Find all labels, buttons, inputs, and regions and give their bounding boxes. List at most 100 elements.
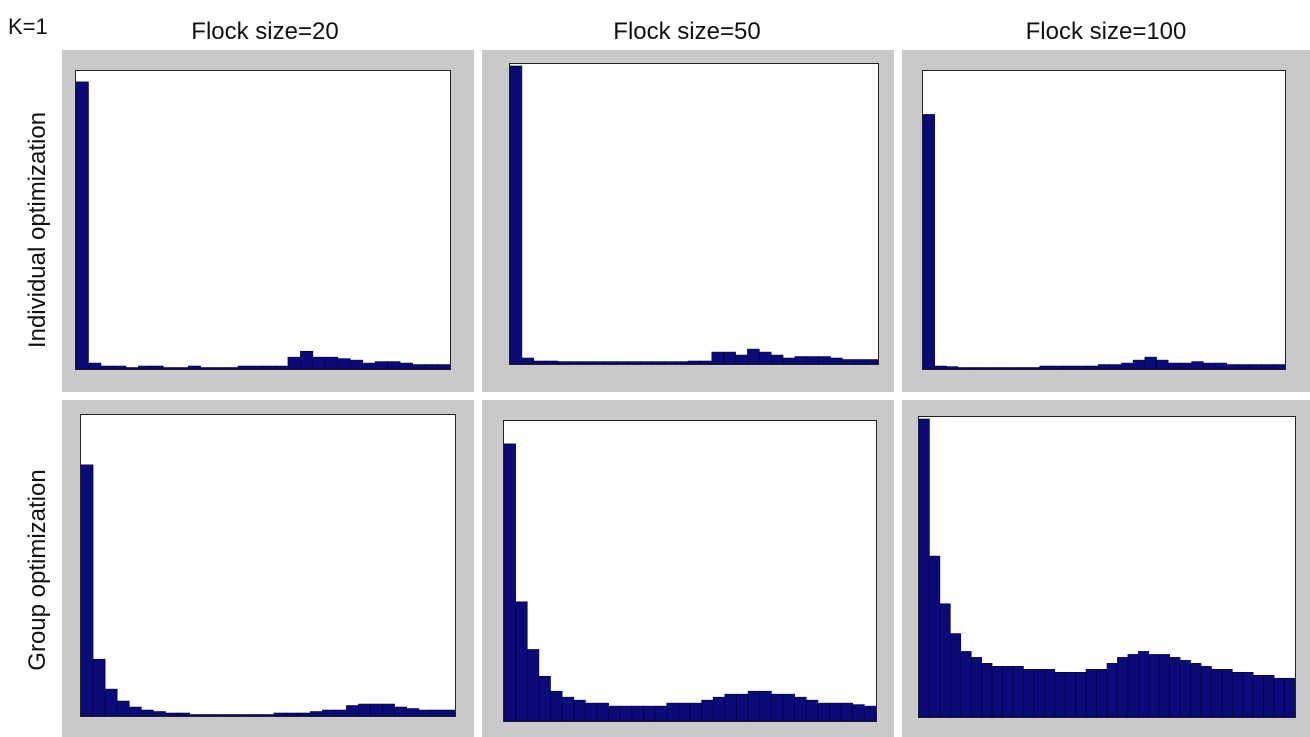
histogram-bar <box>759 352 771 364</box>
histogram-bar <box>1191 663 1201 717</box>
histogram-bar <box>551 691 563 721</box>
histogram-bar <box>644 706 656 721</box>
histogram-bar <box>1227 365 1239 369</box>
histogram-individual-flock-100 <box>923 71 1285 369</box>
histogram-bar <box>574 700 586 721</box>
histogram-bar <box>1044 669 1054 717</box>
plot-group-flock-100 <box>918 416 1296 718</box>
histogram-bar <box>853 705 865 721</box>
histogram-bar <box>919 419 929 717</box>
histogram-bar <box>581 362 593 364</box>
histogram-bar <box>866 360 878 364</box>
histogram-bar <box>1262 365 1274 369</box>
histogram-bar <box>263 366 275 369</box>
histogram-bar <box>81 465 93 716</box>
histogram-bar <box>201 368 213 369</box>
histogram-bar <box>226 715 238 716</box>
histogram-bar <box>678 703 690 721</box>
histogram-bar <box>1128 654 1138 717</box>
histogram-bar <box>105 689 117 716</box>
histogram-bar <box>1192 362 1204 369</box>
histogram-bar <box>238 366 250 369</box>
histogram-bar <box>664 362 676 364</box>
histogram-bar <box>842 360 854 364</box>
histogram-bar <box>1086 366 1098 369</box>
histogram-bar <box>350 360 362 369</box>
histogram-bar <box>783 358 795 364</box>
histogram-bar <box>795 357 807 364</box>
histogram-bar <box>250 715 262 716</box>
histogram-bar <box>371 704 383 716</box>
plot-individual-flock-50 <box>509 63 879 365</box>
histogram-bar <box>413 365 425 369</box>
histogram-bar <box>1110 365 1122 369</box>
histogram-bar <box>141 710 153 716</box>
histogram-bar <box>593 362 605 364</box>
histogram-bar <box>213 368 225 369</box>
histogram-bar <box>981 368 993 369</box>
histogram-bar <box>667 703 679 721</box>
histogram-bar <box>188 366 200 369</box>
histogram-bar <box>1133 360 1145 369</box>
histogram-bar <box>1040 366 1052 369</box>
histogram-bar <box>1149 654 1159 717</box>
histogram-bar <box>425 365 437 369</box>
histogram-bar <box>325 357 337 369</box>
histogram-bar <box>970 368 982 369</box>
histogram-bar <box>1243 672 1253 717</box>
histogram-bar <box>929 556 939 717</box>
histogram-bar <box>690 703 702 721</box>
histogram-bar <box>771 355 783 364</box>
histogram-bar <box>1159 654 1169 717</box>
plot-individual-flock-20 <box>75 70 451 370</box>
histogram-bar <box>126 368 138 369</box>
histogram-bar <box>510 66 522 364</box>
histogram-bar <box>1065 672 1075 717</box>
histogram-bar <box>629 362 641 364</box>
histogram-bar <box>935 366 947 369</box>
panel-individual-flock-100 <box>902 50 1310 392</box>
histogram-bar <box>806 700 818 721</box>
histogram-bar <box>358 704 370 716</box>
histogram-bar <box>1273 365 1285 369</box>
histogram-bar <box>950 634 960 717</box>
histogram-bar <box>597 703 609 721</box>
histogram-bar <box>1168 363 1180 369</box>
histogram-bar <box>1005 368 1017 369</box>
histogram-bar <box>841 703 853 721</box>
histogram-bar <box>1063 366 1075 369</box>
histogram-bar <box>783 694 795 721</box>
histogram-bar <box>1097 669 1107 717</box>
histogram-bar <box>1107 663 1117 717</box>
histogram-bar <box>522 358 534 364</box>
histogram-bar <box>534 361 546 364</box>
histogram-bar <box>286 713 298 716</box>
histogram-bar <box>1201 666 1211 717</box>
histogram-bar <box>632 706 644 721</box>
histogram-bar <box>76 82 88 369</box>
histogram-bar <box>1215 363 1227 369</box>
histogram-bar <box>1145 357 1157 369</box>
plot-group-flock-50 <box>503 420 877 722</box>
histogram-bar <box>982 663 992 717</box>
column-title-flock-20: Flock size=20 <box>115 18 415 46</box>
histogram-individual-flock-50 <box>510 64 878 364</box>
histogram-bar <box>676 362 688 364</box>
histogram-bar <box>1180 660 1190 717</box>
histogram-bar <box>1274 678 1284 717</box>
histogram-bar <box>605 362 617 364</box>
histogram-bar <box>617 362 629 364</box>
histogram-bar <box>262 715 274 716</box>
histogram-bar <box>1222 669 1232 717</box>
histogram-bar <box>971 657 981 717</box>
histogram-bar <box>226 368 238 369</box>
histogram-group-flock-100 <box>919 417 1295 717</box>
histogram-bar <box>993 368 1005 369</box>
histogram-bar <box>138 366 150 369</box>
histogram-bar <box>609 706 621 721</box>
histogram-bar <box>407 709 419 716</box>
histogram-bar <box>1253 675 1263 717</box>
histogram-bar <box>1016 368 1028 369</box>
histogram-bar <box>539 676 551 721</box>
histogram-bar <box>1117 657 1127 717</box>
